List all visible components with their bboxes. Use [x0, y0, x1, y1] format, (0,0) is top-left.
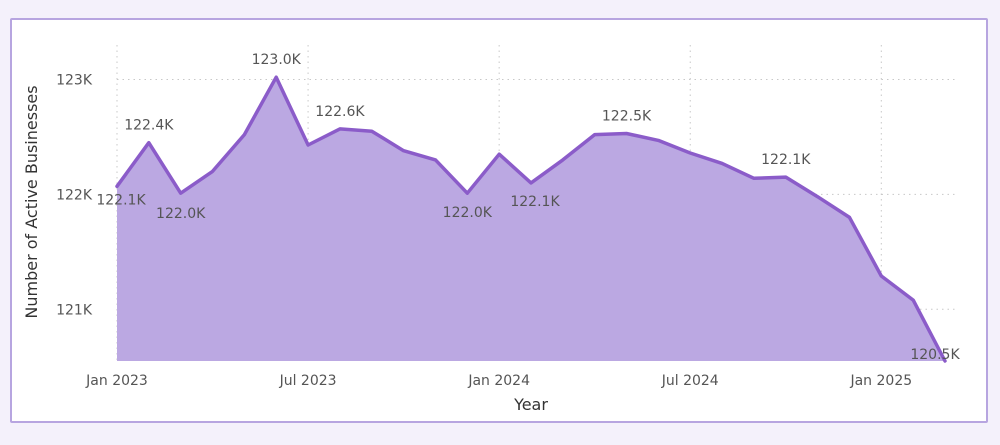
- x-tick-label: Jan 2023: [85, 373, 148, 389]
- series-area: [117, 77, 945, 361]
- data-label: 120.5K: [910, 347, 960, 363]
- y-axis-title: Number of Active Businesses: [22, 85, 41, 318]
- y-tick-label: 123K: [56, 72, 93, 88]
- area-layer: [115, 75, 947, 363]
- series-line: [115, 75, 947, 363]
- y-tick-label: 122K: [56, 187, 93, 203]
- data-label: 123.0K: [252, 52, 302, 68]
- data-label: 122.1K: [96, 192, 146, 208]
- data-label: 122.1K: [510, 194, 560, 210]
- tick-layer: 121K 122K 123K Jan 2023 Jul 2023 Jan 2024 Jul …: [56, 72, 912, 389]
- data-label: 122.1K: [761, 152, 811, 168]
- data-label: 122.5K: [602, 108, 652, 124]
- y-tick-label: 121K: [56, 302, 93, 318]
- data-label: 122.0K: [443, 205, 493, 221]
- data-label: 122.4K: [124, 118, 174, 134]
- x-axis-title: Year: [513, 395, 548, 414]
- x-tick-label: Jan 2025: [849, 373, 912, 389]
- data-label: 122.6K: [315, 104, 365, 120]
- x-tick-label: Jul 2024: [661, 373, 719, 389]
- x-tick-label: Jan 2024: [467, 373, 530, 389]
- data-label: 122.0K: [156, 206, 206, 222]
- x-tick-label: Jul 2023: [279, 373, 337, 389]
- data-label-layer: 122.1K 122.4K 122.0K 123.0K 122.6K 122.0K 122.…: [96, 52, 960, 363]
